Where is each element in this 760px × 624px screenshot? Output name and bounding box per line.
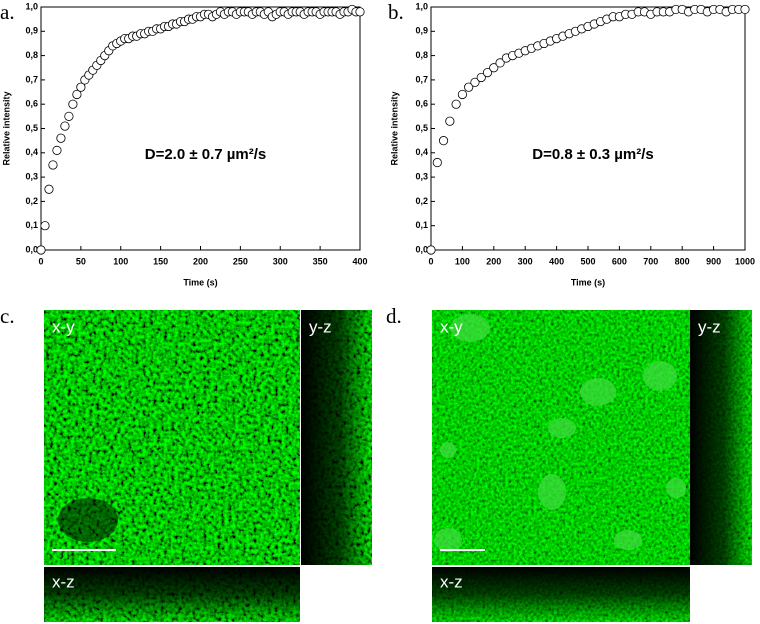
y-tick-label: 0,3 <box>415 171 428 181</box>
x-tick-label: 150 <box>153 256 168 266</box>
x-tick-label: 0 <box>38 256 43 266</box>
y-tick-label: 0,9 <box>25 26 38 36</box>
data-point <box>56 133 66 143</box>
view-label: y-z <box>309 317 332 336</box>
x-tick-label: 300 <box>518 256 533 266</box>
y-tick-label: 0,6 <box>415 99 428 109</box>
x-tick-label: 200 <box>486 256 501 266</box>
data-point <box>426 245 436 255</box>
y-tick-label: 0,9 <box>415 26 428 36</box>
panel-label: d. <box>386 304 402 328</box>
data-point <box>432 157 442 168</box>
data-point <box>482 68 493 78</box>
y-tick-label: 0,1 <box>25 220 38 230</box>
plot-frame <box>40 6 361 251</box>
x-tick-label: 400 <box>549 256 564 266</box>
plot-frame <box>430 6 746 251</box>
y-tick-label: 0,7 <box>415 74 428 84</box>
data-point <box>489 63 499 73</box>
view-label: x-y <box>440 317 463 336</box>
view-label: x-y <box>52 317 75 336</box>
data-point <box>48 160 58 170</box>
annotation: D=0.8 ± 0.3 µm²/s <box>532 146 654 163</box>
x-tick-label: 200 <box>193 256 208 266</box>
view-label: x-z <box>440 572 463 591</box>
x-tick-label: 50 <box>76 256 86 266</box>
y-tick-label: 0,1 <box>415 220 428 230</box>
y-tick-label: 1,0 <box>25 1 38 11</box>
y-tick-label: 0,2 <box>25 196 38 206</box>
data-point <box>44 184 54 194</box>
x-tick-label: 400 <box>352 256 367 266</box>
y-axis-label: Relative intensity <box>389 91 399 165</box>
y-tick-label: 0,0 <box>415 244 428 254</box>
y-tick-label: 1,0 <box>415 1 428 11</box>
data-point <box>52 145 62 155</box>
image-xz-shade <box>44 567 300 622</box>
data-point <box>470 77 480 87</box>
y-tick-label: 0,6 <box>25 99 38 109</box>
data-point <box>64 111 74 121</box>
y-tick-label: 0,2 <box>415 196 428 206</box>
image-yz-shade <box>690 310 752 565</box>
view-label: x-z <box>52 572 75 591</box>
microscopy-d: d. x-y y-z x-z <box>386 304 752 622</box>
y-tick-label: 0,7 <box>25 74 38 84</box>
x-tick-label: 600 <box>612 256 627 266</box>
x-tick-label: 100 <box>455 256 470 266</box>
x-tick-label: 1000 <box>735 256 755 266</box>
microscopy-c: c. x-y y-z x-z <box>0 304 372 622</box>
data-point <box>76 82 86 92</box>
data-point <box>438 136 449 146</box>
data-point <box>476 72 486 83</box>
x-tick-label: 350 <box>313 256 328 266</box>
bright-patches <box>434 314 686 552</box>
data-point <box>457 89 467 100</box>
x-tick-label: 900 <box>706 256 721 266</box>
y-tick-label: 0,5 <box>415 123 428 133</box>
panel-label: c. <box>0 304 15 328</box>
image-yz-shade <box>301 310 372 565</box>
data-point <box>68 99 78 109</box>
data-point <box>72 89 82 100</box>
data-point <box>445 116 455 126</box>
y-tick-label: 0,4 <box>25 147 38 157</box>
y-tick-label: 0,5 <box>25 123 38 133</box>
annotation: D=2.0 ± 0.7 µm²/s <box>145 146 267 163</box>
x-tick-label: 700 <box>643 256 658 266</box>
data-point <box>451 99 461 109</box>
data-point <box>464 82 474 92</box>
y-tick-label: 0,8 <box>415 50 428 60</box>
data-point <box>60 121 70 131</box>
y-tick-label: 0,4 <box>415 147 428 157</box>
data-point <box>495 58 505 68</box>
y-tick-label: 0,8 <box>25 50 38 60</box>
data-point <box>40 221 50 231</box>
panel-label: b. <box>388 0 404 24</box>
data-point <box>355 7 365 17</box>
x-tick-label: 500 <box>580 256 595 266</box>
x-tick-label: 100 <box>113 256 128 266</box>
dark-region <box>58 498 118 542</box>
x-axis-label: Time (s) <box>183 277 217 287</box>
x-axis-label: Time (s) <box>571 277 605 287</box>
x-tick-label: 300 <box>273 256 288 266</box>
data-point <box>36 245 46 255</box>
y-tick-label: 0,3 <box>25 171 38 181</box>
x-tick-label: 800 <box>675 256 690 266</box>
y-tick-label: 0,0 <box>25 244 38 254</box>
panel-label: a. <box>0 0 15 24</box>
x-tick-label: 250 <box>233 256 248 266</box>
x-tick-label: 0 <box>428 256 433 266</box>
data-point <box>740 4 750 15</box>
image-xz-shade <box>432 567 690 622</box>
y-axis-label: Relative intensity <box>1 91 11 165</box>
view-label: y-z <box>698 317 721 336</box>
